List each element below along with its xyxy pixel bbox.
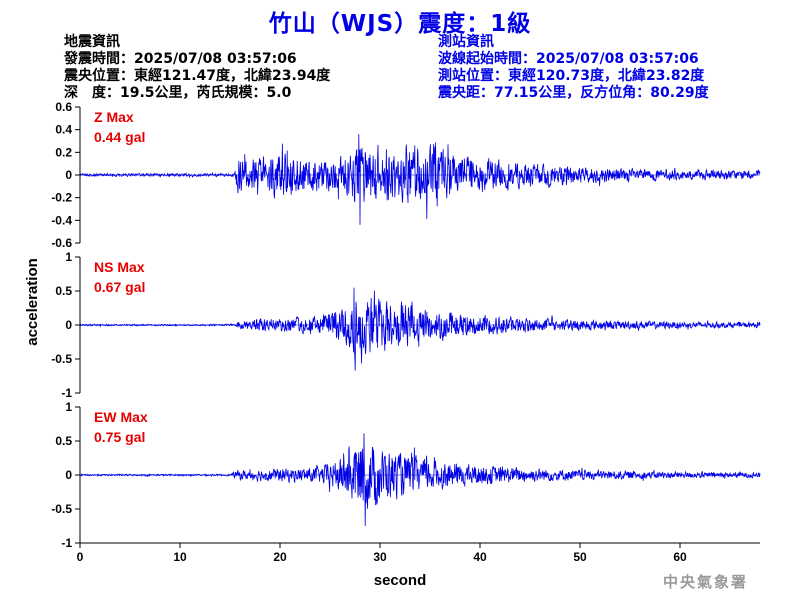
x-tick-label: 60 [673,550,687,564]
y-tick-label: -0.4 [51,213,72,227]
y-tick-label: -1 [61,386,72,400]
earthquake-info-heading: 地震資訊 [64,34,120,50]
y-tick-label: 1 [65,400,72,414]
y-tick-label: -0.2 [51,191,72,205]
component-label-z: Z Max [94,109,134,125]
chart-title: 竹山（WJS）震度：1級 [268,11,532,37]
x-tick-label: 40 [473,550,487,564]
y-tick-label: -0.5 [51,502,72,516]
y-tick-label: 0.4 [55,123,72,137]
distance-azimuth: 震央距：77.15公里，反方位角：80.29度 [438,85,709,101]
y-tick-label: 0.2 [55,145,72,159]
y-tick-label: 1 [65,250,72,264]
origin-time: 發震時間：2025/07/08 03:57:06 [64,51,297,67]
earthquake-info: 地震資訊 發震時間：2025/07/08 03:57:06 震央位置：東經121… [64,34,330,102]
x-tick-label: 10 [173,550,187,564]
y-tick-label: 0 [65,168,72,182]
station-location: 測站位置：東經120.73度，北緯23.82度 [438,68,705,84]
trace-ns [79,287,761,371]
x-tick-label: 20 [273,550,287,564]
y-tick-label: 0.5 [55,434,72,448]
x-tick-label: 50 [573,550,587,564]
y-tick-label: -0.5 [51,352,72,366]
agency-watermark: 中央氣象署 [662,573,748,591]
y-tick-label: 0.5 [55,284,72,298]
max-value-ns: 0.67 gal [94,279,145,295]
x-tick-label: 0 [77,550,84,564]
record-start-time: 波線起始時間：2025/07/08 03:57:06 [438,51,699,67]
y-tick-label: -0.6 [51,236,72,250]
y-tick-label: 0 [65,468,72,482]
component-label-ew: EW Max [94,409,148,425]
x-tick-label: 30 [373,550,387,564]
y-axis-title: acceleration [24,258,41,346]
y-tick-label: 0.6 [55,100,72,114]
max-value-z: 0.44 gal [94,129,145,145]
y-tick-label: -1 [61,536,72,550]
trace-z [79,134,761,225]
max-value-ew: 0.75 gal [94,429,145,445]
station-info: 測站資訊 波線起始時間：2025/07/08 03:57:06 測站位置：東經1… [438,34,709,102]
x-axis-title: second [374,572,427,589]
trace-ew [79,433,761,527]
depth-magnitude: 深 度：19.5公里，芮氏規模：5.0 [64,85,292,101]
y-tick-label: 0 [65,318,72,332]
station-info-heading: 測站資訊 [438,34,494,50]
component-label-ns: NS Max [94,259,145,275]
epicenter-location: 震央位置：東經121.47度，北緯23.94度 [64,68,331,84]
